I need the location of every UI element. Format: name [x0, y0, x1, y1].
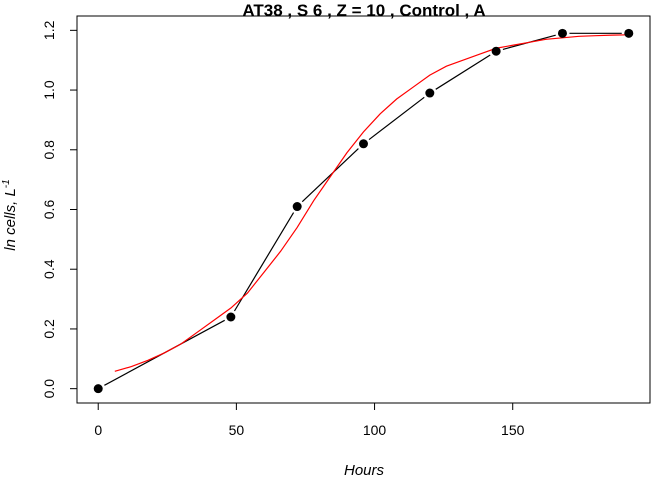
x-axis: 0 50 100 150 [94, 402, 525, 438]
x-tick-label: 100 [363, 422, 387, 438]
data-point [557, 28, 567, 38]
plot-frame [76, 15, 651, 404]
x-tick-label: 50 [229, 422, 245, 438]
data-point [624, 28, 634, 38]
data-point [226, 312, 236, 322]
observed-line-segment [301, 148, 359, 203]
y-tick-label: 0.8 [41, 140, 57, 160]
data-point [93, 384, 103, 394]
observed-line-segment [233, 212, 295, 312]
x-tick-label: 0 [94, 422, 102, 438]
observed-line-segment [435, 54, 491, 90]
observed-line-segment [368, 96, 425, 141]
y-axis-title-superscript: -1 [1, 179, 12, 188]
chart-title: AT38 , S 6 , Z = 10 , Control , A [242, 1, 485, 20]
y-axis-title-main: ln cells, L [2, 188, 19, 251]
y-tick-label: 0.2 [41, 319, 57, 339]
data-point [359, 139, 368, 149]
y-tick-label: 0.6 [41, 200, 57, 220]
y-tick-label: 0.0 [41, 379, 57, 399]
series-layer [93, 28, 634, 394]
y-tick-label: 1.2 [41, 20, 57, 40]
data-point [292, 202, 302, 212]
y-axis: 0.0 0.2 0.4 0.6 0.8 1.0 1.2 [41, 20, 78, 399]
data-point [491, 46, 501, 56]
x-tick-label: 150 [501, 422, 525, 438]
y-axis-title: ln cells, L-1 [1, 179, 19, 250]
y-tick-label: 0.4 [41, 259, 57, 279]
y-tick-label: 1.0 [41, 80, 57, 100]
fitted-curve [114, 34, 629, 372]
data-point [425, 88, 435, 98]
x-axis-title: Hours [344, 462, 385, 479]
